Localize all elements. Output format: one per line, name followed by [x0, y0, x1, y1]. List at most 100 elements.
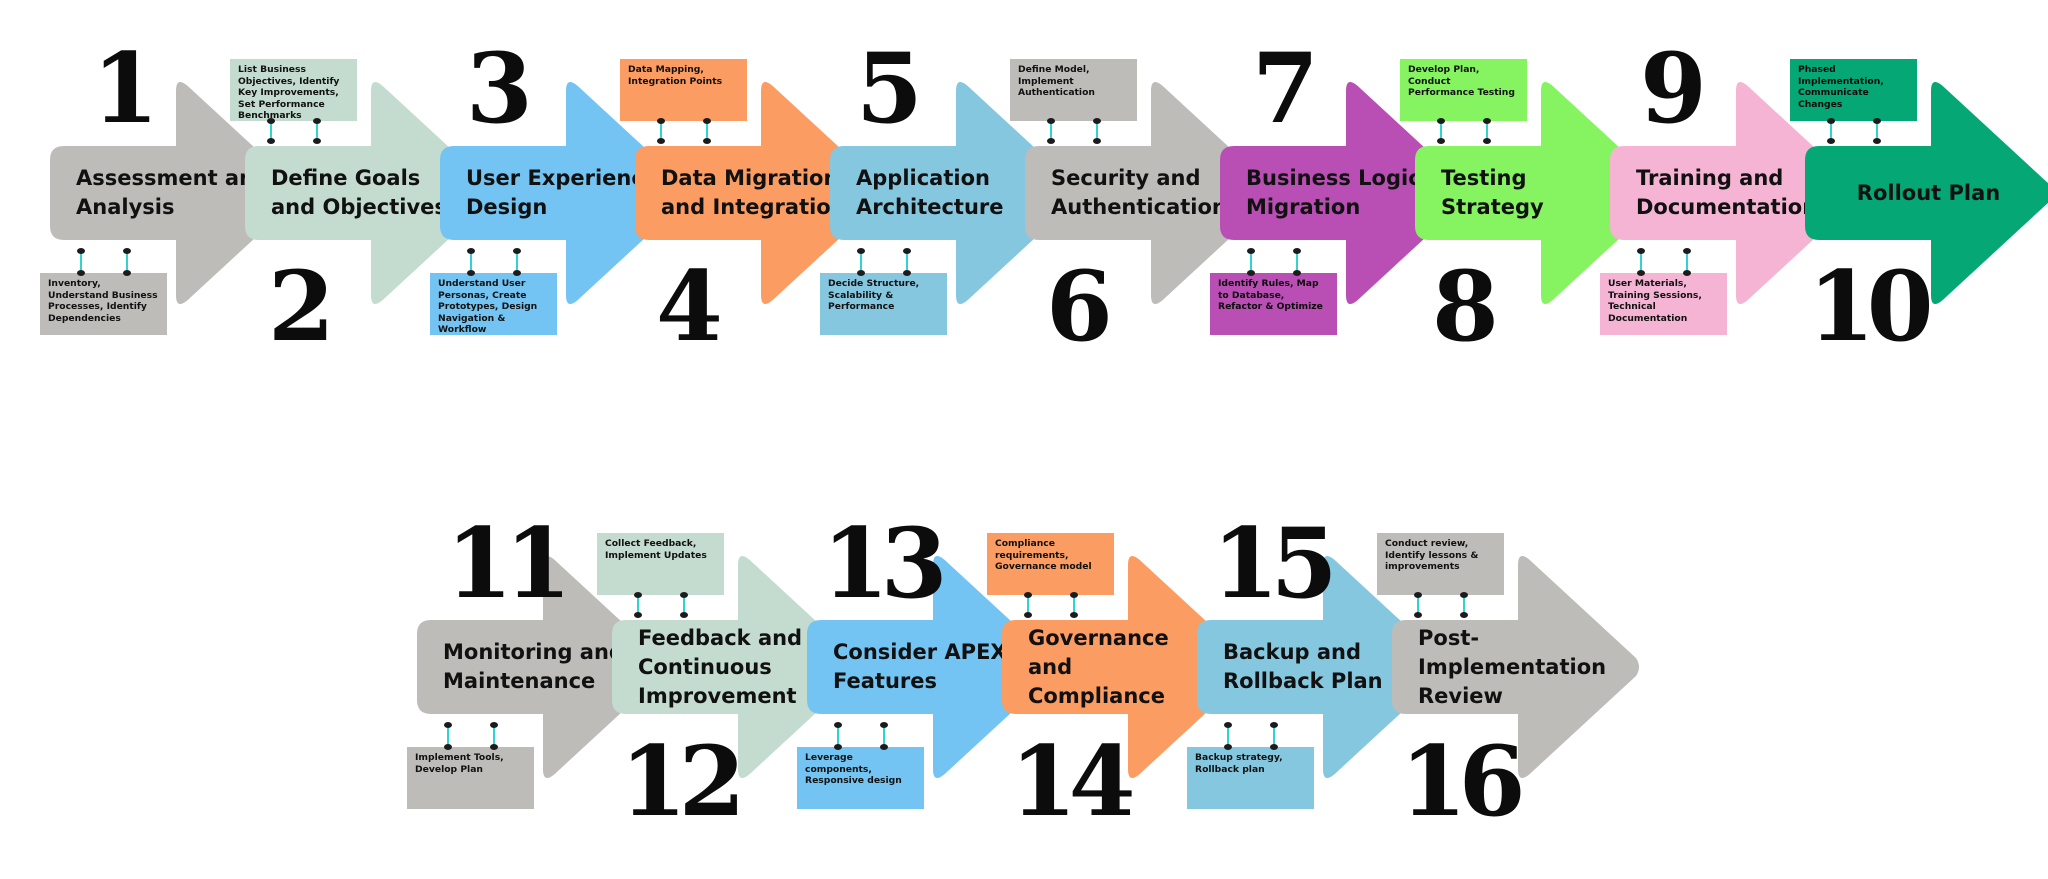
step-arrow: Business Logic Migration	[1220, 77, 1470, 309]
step-title: Training and Documentation	[1636, 166, 1818, 219]
note-connector	[1070, 592, 1078, 618]
step-number: 15	[1212, 507, 1338, 620]
arrow-body	[50, 81, 297, 305]
arrow-body	[1220, 81, 1467, 305]
step-number: 14	[1010, 725, 1136, 838]
note-connector	[657, 118, 665, 144]
step-title: Consider APEX Features	[833, 640, 1007, 693]
note-connector	[1224, 722, 1232, 750]
connector-dot	[1070, 612, 1078, 618]
connector-dot	[703, 138, 711, 144]
arrow-body	[1805, 82, 2048, 304]
step-note: Define Model, Implement Authentication	[1010, 59, 1137, 121]
step-note: Decide Structure, Scalability & Performa…	[820, 273, 947, 335]
arrow-shape	[417, 555, 664, 779]
note-connector	[267, 118, 275, 144]
connector-dot	[1414, 592, 1422, 598]
arrow-body	[635, 81, 882, 305]
note-connector	[1637, 248, 1645, 276]
step-arrow: Backup and Rollback Plan	[1197, 551, 1447, 783]
step-number: 8	[1432, 250, 1499, 363]
connector-dot	[1873, 118, 1881, 124]
connector-dot	[267, 138, 275, 144]
step-arrow: Post- Implementation Review	[1392, 551, 1642, 783]
note-connector	[1093, 118, 1101, 144]
step-title: Governance and Compliance	[1028, 625, 1169, 708]
note-connector	[903, 248, 911, 276]
step-title: Business Logic Migration	[1246, 166, 1421, 219]
step-note: Phased Implementation, Communicate Chang…	[1790, 59, 1917, 121]
connector-dot	[1293, 270, 1301, 276]
connector-dot	[77, 248, 85, 254]
connector-dot	[1827, 118, 1835, 124]
connector-dot	[1827, 138, 1835, 144]
connector-dot	[657, 138, 665, 144]
arrow-body	[440, 81, 687, 305]
arrow-body	[1197, 555, 1444, 779]
connector-dot	[1093, 138, 1101, 144]
connector-dot	[467, 248, 475, 254]
step-title: Feedback and Continuous Improvement	[638, 625, 803, 708]
arrow-shape	[50, 81, 297, 305]
arrow-shape	[807, 555, 1054, 779]
step-number: 2	[268, 250, 335, 363]
step-note: Implement Tools, Develop Plan	[407, 747, 534, 809]
step-number: 11	[446, 507, 572, 620]
connector-dot	[490, 722, 498, 728]
note-connector	[880, 722, 888, 750]
connector-dot	[1460, 612, 1468, 618]
connector-dot	[1414, 612, 1422, 618]
note-connector	[1683, 248, 1691, 276]
note-connector	[1414, 592, 1422, 618]
connector-dot	[857, 270, 865, 276]
connector-dot	[1683, 248, 1691, 254]
step-arrow: Training and Documentation	[1610, 77, 1860, 309]
note-connector	[703, 118, 711, 144]
arrow-shape	[1002, 555, 1249, 779]
note-connector	[1293, 248, 1301, 276]
arrow-shape	[1220, 81, 1467, 305]
note-connector	[1247, 248, 1255, 276]
connector-dot	[267, 118, 275, 124]
step-number: 13	[822, 507, 948, 620]
arrow-shape	[440, 81, 687, 305]
step-number: 10	[1808, 250, 1934, 363]
connector-dot	[123, 270, 131, 276]
step-arrow: Define Goals and Objectives	[245, 77, 495, 309]
connector-dot	[1224, 744, 1232, 750]
step-arrow: Feedback and Continuous Improvement	[612, 551, 862, 783]
connector-dot	[444, 744, 452, 750]
connector-dot	[1093, 118, 1101, 124]
step-number: 5	[856, 32, 923, 145]
arrow-body	[1025, 81, 1272, 305]
connector-dot	[313, 118, 321, 124]
note-connector	[834, 722, 842, 750]
arrow-shape	[1025, 81, 1272, 305]
step-note: Leverage components, Responsive design	[797, 747, 924, 809]
note-connector	[857, 248, 865, 276]
connector-dot	[1460, 592, 1468, 598]
connector-dot	[467, 270, 475, 276]
step-number: 7	[1252, 32, 1319, 145]
note-connector	[1873, 118, 1881, 144]
connector-dot	[1637, 248, 1645, 254]
arrow-body	[807, 555, 1054, 779]
step-number: 1	[92, 32, 159, 145]
connector-dot	[657, 118, 665, 124]
note-connector	[1024, 592, 1032, 618]
connector-dot	[1270, 722, 1278, 728]
step-arrow: Rollout Plan	[1805, 77, 2048, 309]
connector-dot	[834, 744, 842, 750]
arrow-body	[1415, 81, 1662, 305]
connector-dot	[857, 248, 865, 254]
connector-dot	[634, 592, 642, 598]
connector-dot	[1873, 138, 1881, 144]
step-title: Security and Authentication	[1051, 166, 1227, 219]
connector-dot	[1483, 138, 1491, 144]
arrow-shape	[1197, 555, 1444, 779]
connector-dot	[1070, 592, 1078, 598]
connector-dot	[1247, 248, 1255, 254]
step-note: Develop Plan, Conduct Performance Testin…	[1400, 59, 1527, 121]
connector-dot	[1024, 612, 1032, 618]
step-title: Rollout Plan	[1856, 180, 2001, 205]
